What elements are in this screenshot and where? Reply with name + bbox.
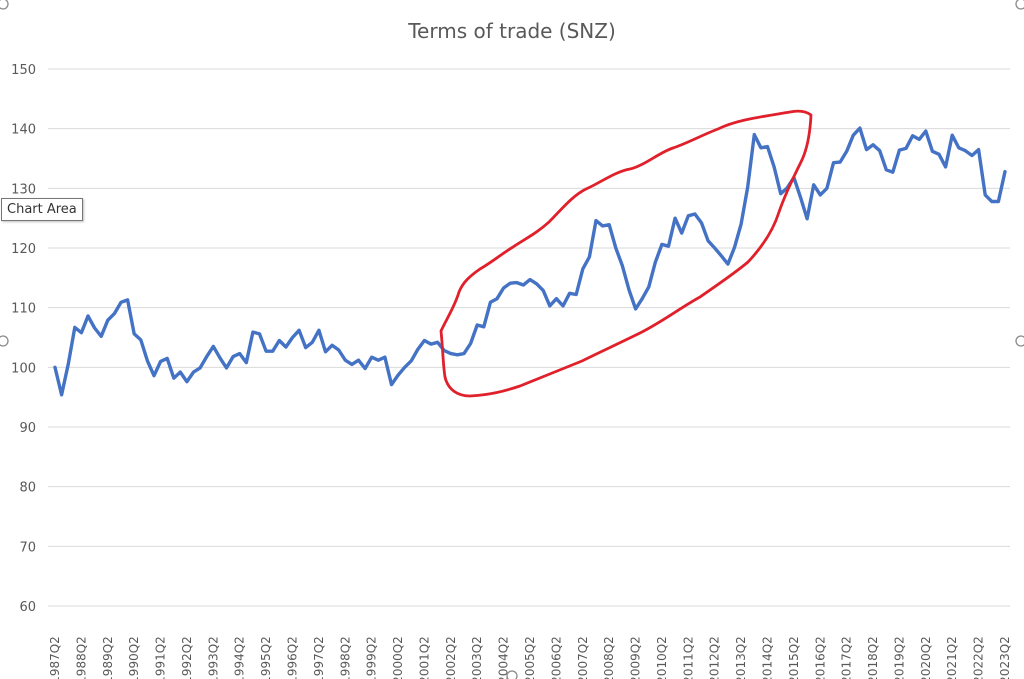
x-tick-label: 2010Q2 xyxy=(655,636,669,679)
x-tick-label: 2021Q2 xyxy=(945,636,959,679)
resize-handle-bottom-middle[interactable] xyxy=(506,670,518,679)
resize-handle-top-right[interactable] xyxy=(1015,0,1024,10)
gridlines xyxy=(48,68,1010,607)
x-tick-label: 2014Q2 xyxy=(761,636,775,679)
x-tick-label: 1993Q2 xyxy=(206,636,220,679)
x-tick-label: 2005Q2 xyxy=(523,636,537,679)
x-tick-label: 2016Q2 xyxy=(813,636,827,679)
x-tick-label: 1999Q2 xyxy=(365,636,379,679)
x-tick-label: 2017Q2 xyxy=(840,636,854,679)
x-tick-label: 2019Q2 xyxy=(892,636,906,679)
x-tick-label: 1997Q2 xyxy=(312,636,326,679)
annotations xyxy=(439,109,813,398)
x-axis-tick-labels: 1987Q2 1988Q2 1989Q2 1990Q2 1991Q2 1992Q2 1993… xyxy=(48,636,1012,679)
x-tick-label: 2020Q2 xyxy=(919,636,933,679)
series-line-terms-of-trade[interactable] xyxy=(53,126,1007,397)
x-tick-label: 2001Q2 xyxy=(417,636,431,679)
y-tick-label: 110 xyxy=(11,302,36,317)
y-tick-label: 60 xyxy=(19,600,36,615)
chart-area-tooltip: Chart Area xyxy=(1,198,83,221)
y-tick-label: 150 xyxy=(11,63,36,78)
x-tick-label: 2006Q2 xyxy=(549,636,563,679)
y-axis-tick-labels: 60 70 80 90 100 110 120 130 140 150 xyxy=(11,63,36,615)
x-tick-label: 1988Q2 xyxy=(74,636,88,679)
resize-handle-right-middle[interactable] xyxy=(1015,335,1024,347)
chart-title: Terms of trade (SNZ) xyxy=(407,19,616,43)
x-tick-label: 2002Q2 xyxy=(444,636,458,679)
x-tick-label: 2018Q2 xyxy=(866,636,880,679)
y-tick-label: 100 xyxy=(11,361,36,376)
x-tick-label: 1994Q2 xyxy=(233,636,247,679)
y-tick-label: 130 xyxy=(11,182,36,197)
x-tick-label: 1990Q2 xyxy=(127,636,141,679)
x-tick-label: 2007Q2 xyxy=(576,636,590,679)
x-tick-label: 2003Q2 xyxy=(470,636,484,679)
resize-handle-top-left[interactable] xyxy=(0,0,9,10)
x-tick-label: 2012Q2 xyxy=(708,636,722,679)
x-tick-label: 2022Q2 xyxy=(972,636,986,679)
x-tick-label: 2011Q2 xyxy=(681,636,695,679)
x-tick-label: 2009Q2 xyxy=(629,636,643,679)
x-tick-label: 2015Q2 xyxy=(787,636,801,679)
y-tick-label: 90 xyxy=(19,421,36,436)
x-tick-label: 2004Q2 xyxy=(497,636,511,679)
x-tick-label: 2023Q2 xyxy=(998,636,1012,679)
x-tick-label: 2013Q2 xyxy=(734,636,748,679)
y-tick-label: 80 xyxy=(19,481,36,496)
x-tick-label: 1987Q2 xyxy=(48,636,62,679)
x-tick-label: 1991Q2 xyxy=(154,636,168,679)
series-lines xyxy=(53,126,1007,397)
red-hand-drawn-ellipse-annotation xyxy=(439,109,813,398)
x-tick-label: 1998Q2 xyxy=(338,636,352,679)
y-tick-label: 70 xyxy=(19,540,36,555)
resize-handle-left-middle[interactable] xyxy=(0,335,9,347)
x-tick-label: 1992Q2 xyxy=(180,636,194,679)
x-tick-label: 1989Q2 xyxy=(101,636,115,679)
x-tick-label: 1995Q2 xyxy=(259,636,273,679)
y-tick-label: 140 xyxy=(11,123,36,138)
y-tick-label: 120 xyxy=(11,242,36,257)
x-tick-label: 2008Q2 xyxy=(602,636,616,679)
x-tick-label: 2000Q2 xyxy=(391,636,405,679)
x-tick-label: 1996Q2 xyxy=(286,636,300,679)
